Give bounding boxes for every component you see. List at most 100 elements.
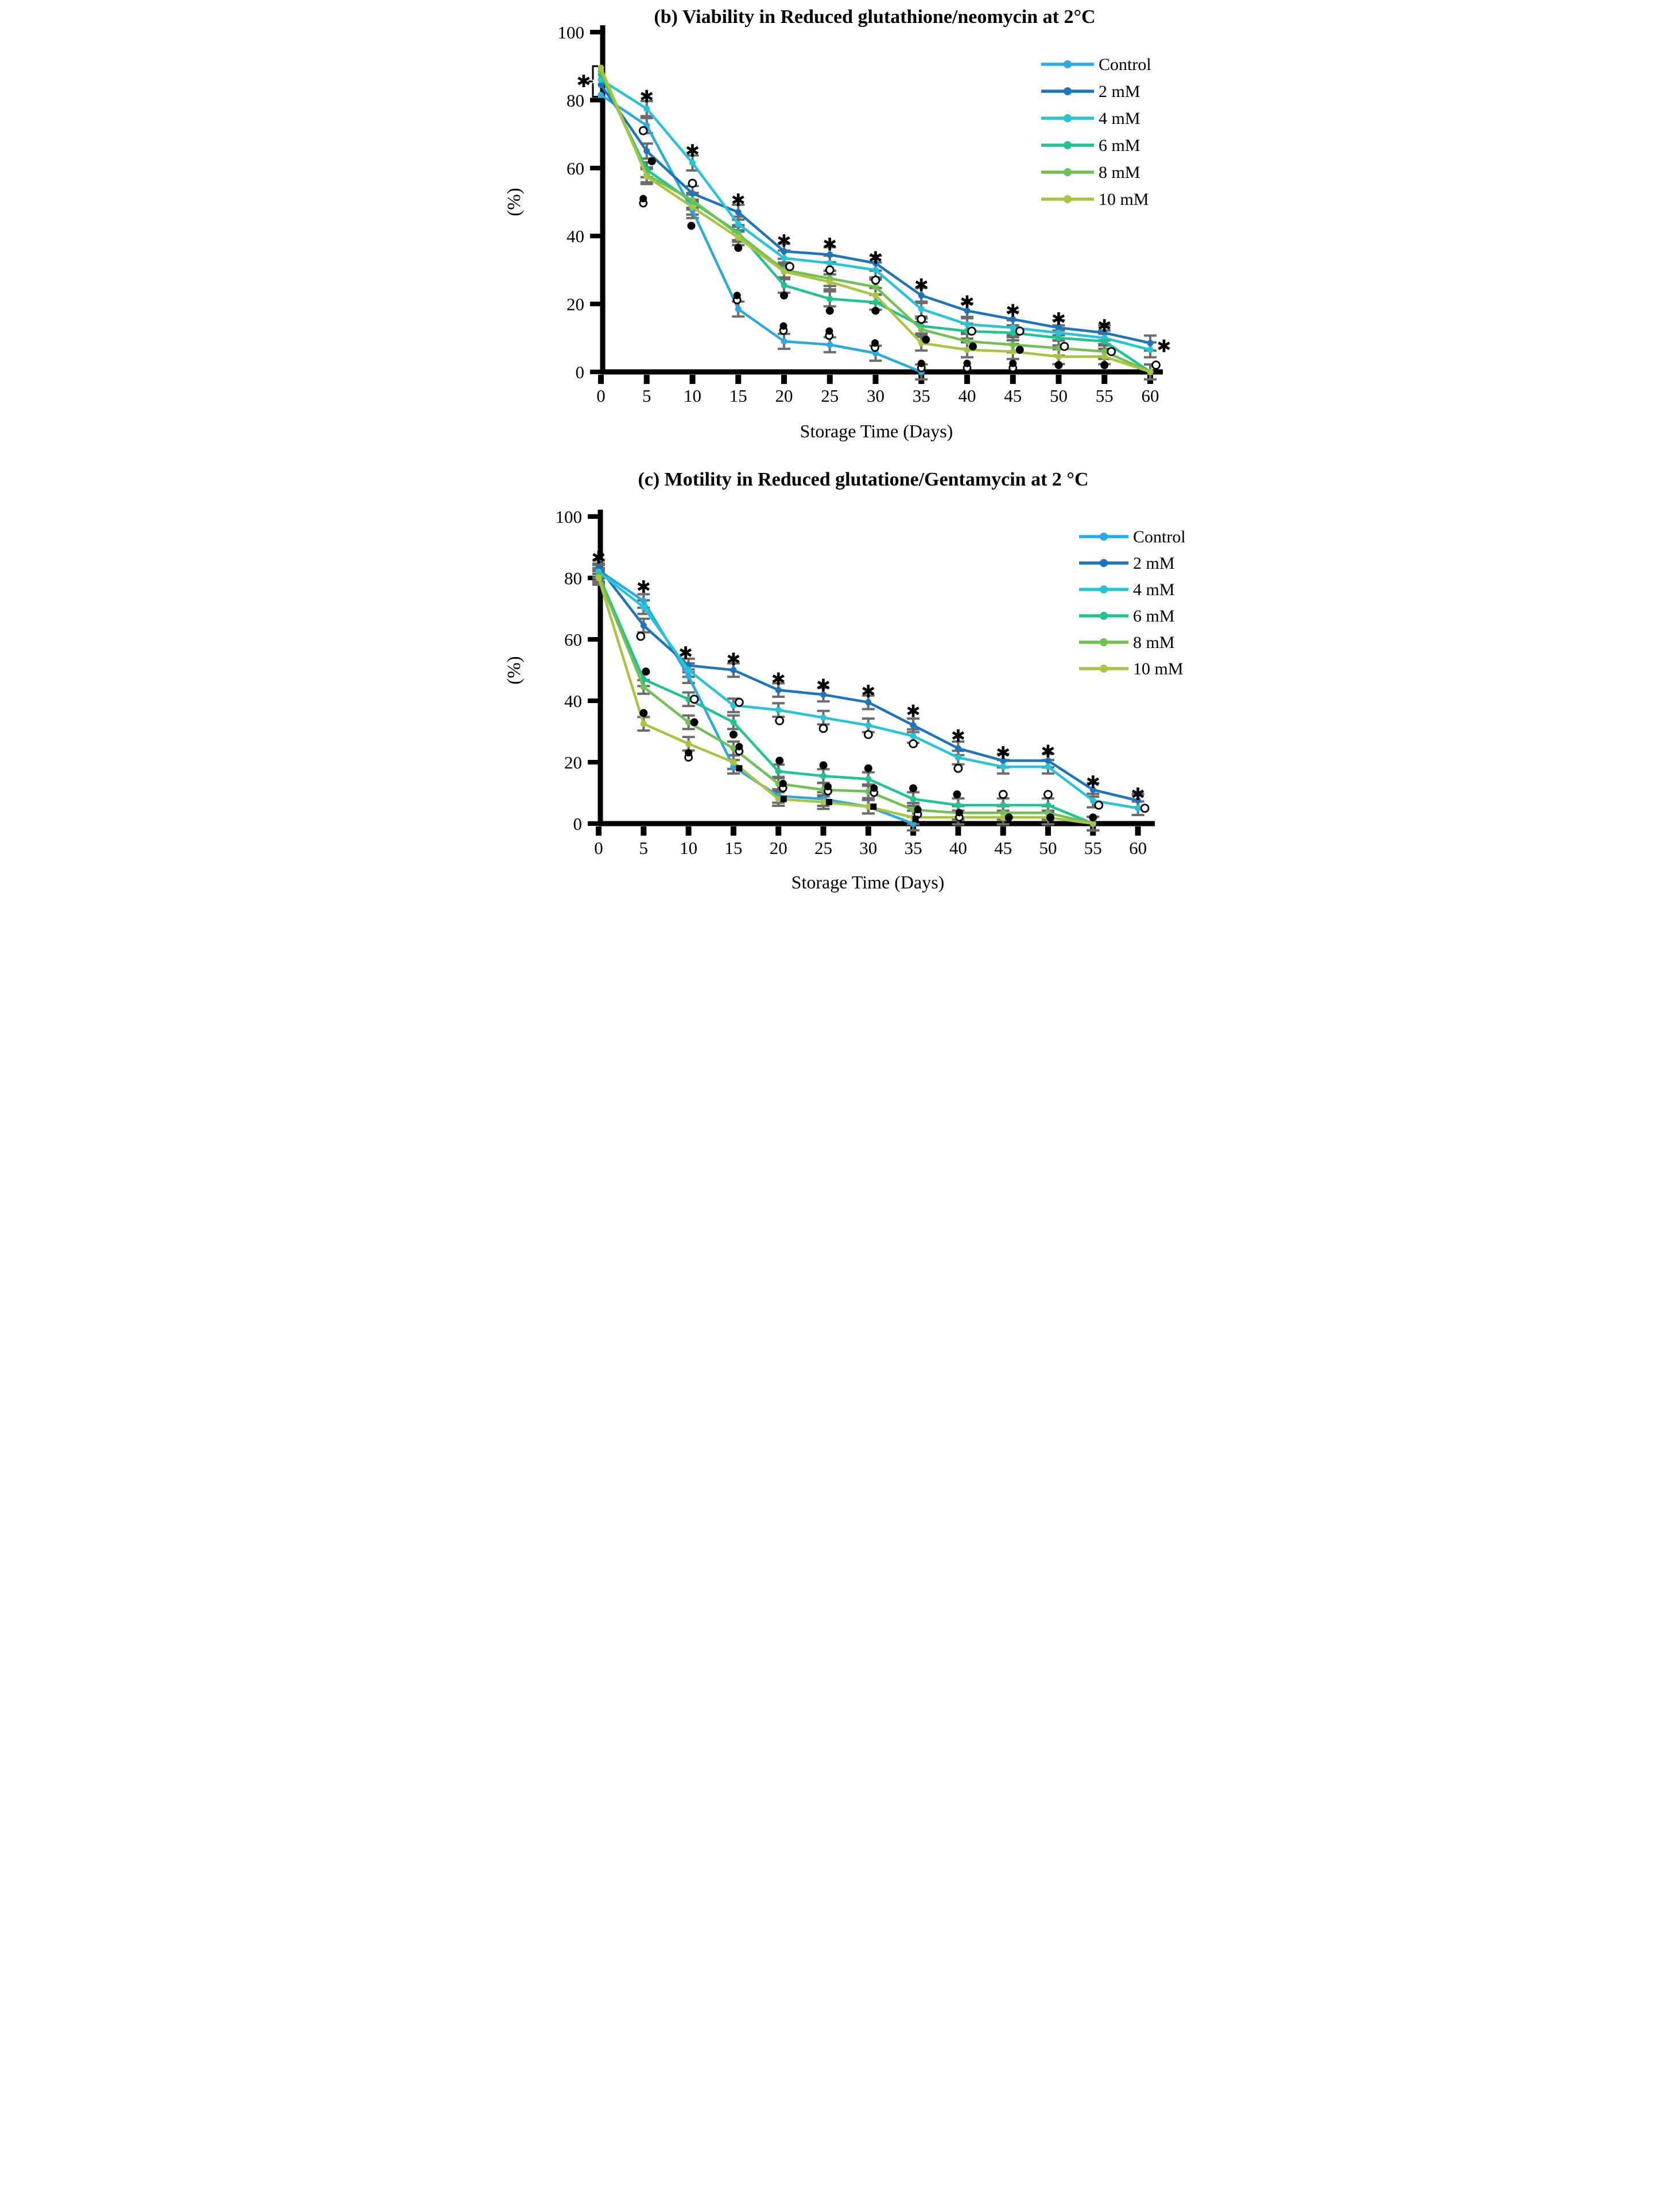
asterisk-marker: ✱ xyxy=(1051,310,1065,329)
significance-bracket xyxy=(588,65,598,98)
series-point-4-mm xyxy=(1055,329,1062,336)
y-tick xyxy=(587,821,600,826)
legend-item-control: Control xyxy=(1041,55,1151,74)
x-tick xyxy=(1101,375,1107,384)
y-tick-label: 0 xyxy=(573,814,582,834)
legend-dot-sample xyxy=(1063,60,1072,68)
series-line-8-mm xyxy=(597,575,1095,825)
chart-b-plot: 0 20 40 60 80 100 0 5 10 15 20 25 30 35 40 45 50 55 60 ✱ ✱ ✱ ✱… xyxy=(557,22,1171,406)
series-point-2-mm xyxy=(964,307,970,314)
legend-dot-sample xyxy=(1063,114,1072,122)
asterisk-marker: ✱ xyxy=(960,293,974,312)
x-tick xyxy=(964,375,970,384)
series-point-2-mm xyxy=(640,622,647,629)
open-circle-marker xyxy=(785,262,794,271)
filled-dot-marker xyxy=(921,335,930,344)
filled-dot-marker xyxy=(684,749,692,757)
legend-dot-sample xyxy=(1099,612,1108,620)
series-line-10-mm xyxy=(599,66,1151,374)
y-tick-label: 0 xyxy=(575,362,584,382)
asterisk-marker: ✱ xyxy=(685,142,699,161)
chart-c-xlabel: Storage Time (Days) xyxy=(791,872,944,892)
legend-item-4-mm: 4 mM xyxy=(1078,580,1175,599)
legend-item-8-mm: 8 mM xyxy=(1078,633,1174,652)
series-point-4-mm xyxy=(826,260,833,267)
filled-dot-marker xyxy=(647,157,656,165)
filled-square-marker xyxy=(870,804,876,810)
series-line-10-mm xyxy=(597,576,1095,825)
series-point-6-mm xyxy=(1055,335,1062,341)
series-point-control xyxy=(597,92,604,99)
y-tick-label: 80 xyxy=(564,568,582,588)
filled-dot-marker xyxy=(819,761,827,770)
legend-item-10-mm: 10 mM xyxy=(1041,190,1149,209)
x-tick xyxy=(735,375,741,384)
x-tick xyxy=(640,826,646,836)
series-point-2-mm xyxy=(775,686,782,693)
x-tick xyxy=(1010,375,1016,384)
series-point-8-mm xyxy=(689,197,696,204)
series-point-10-mm xyxy=(685,740,692,747)
series-point-10-mm xyxy=(964,347,970,354)
legend-item-control: Control xyxy=(1078,527,1185,546)
series-point-8-mm xyxy=(999,809,1006,816)
legend-dot-sample xyxy=(1099,638,1108,646)
legend-dot-sample xyxy=(1063,141,1072,149)
x-tick-label: 60 xyxy=(1129,838,1147,858)
legend-item-6-mm: 6 mM xyxy=(1078,607,1174,626)
asterisk-marker: ✱ xyxy=(591,549,606,568)
chart-c-ylabel: (%) xyxy=(504,656,525,684)
y-tick-label: 20 xyxy=(567,294,584,315)
series-point-10-mm xyxy=(643,173,650,180)
filled-dot-marker xyxy=(825,327,833,335)
filled-dot-marker xyxy=(871,306,879,315)
x-tick xyxy=(730,826,736,836)
series-point-2-mm xyxy=(735,209,742,216)
series-point-6-mm xyxy=(1101,338,1108,345)
series-point-4-mm xyxy=(820,714,827,721)
asterisk-marker: ✱ xyxy=(771,670,785,689)
y-tick xyxy=(587,637,600,642)
series-point-10-mm xyxy=(1101,353,1108,360)
x-tick-label: 45 xyxy=(1004,386,1022,406)
series-point-10-mm xyxy=(872,292,879,299)
x-tick xyxy=(689,375,695,384)
series-point-2-mm xyxy=(1055,324,1062,331)
series-point-4-mm xyxy=(918,305,925,312)
x-tick-label: 30 xyxy=(859,838,877,858)
series-point-8-mm xyxy=(730,745,736,752)
filled-dot-marker xyxy=(1046,813,1054,822)
legend-dot-sample xyxy=(1063,168,1072,176)
legend-item-10-mm: 10 mM xyxy=(1078,659,1183,678)
series-point-4-mm xyxy=(955,754,961,761)
open-circle-marker xyxy=(1106,347,1116,356)
x-tick xyxy=(827,375,833,384)
series-point-2-mm xyxy=(826,251,833,258)
series-point-2-mm xyxy=(689,190,696,197)
legend-label: 10 mM xyxy=(1099,190,1149,209)
legend-label: 2 mM xyxy=(1133,554,1175,573)
legend-item-6-mm: 6 mM xyxy=(1041,136,1140,155)
chart-b-ylabel: (%) xyxy=(504,188,525,216)
x-tick-label: 15 xyxy=(724,838,742,858)
legend-label: 4 mM xyxy=(1133,580,1175,599)
series-point-10-mm xyxy=(1147,368,1153,375)
x-tick-label: 60 xyxy=(1141,386,1159,406)
open-circle-marker xyxy=(863,729,873,739)
y-tick-label: 100 xyxy=(557,22,584,42)
asterisk-marker: ✱ xyxy=(816,676,830,695)
open-circle-marker xyxy=(871,275,880,285)
chart-b-title: (b) Viability in Reduced glutathione/neo… xyxy=(654,6,1095,28)
chart-c-canvas: (c) Motility in Reduced glutatione/Genta… xyxy=(504,469,1185,892)
series-point-4-mm xyxy=(1134,805,1141,812)
x-tick xyxy=(1000,826,1006,836)
asterisk-marker: ✱ xyxy=(1131,785,1145,804)
open-circle-marker xyxy=(1140,804,1149,813)
x-tick xyxy=(1045,826,1051,836)
series-point-2-mm xyxy=(1089,786,1096,793)
filled-dot-marker xyxy=(734,243,742,252)
chart-motility-gentamycin: (c) Motility in Reduced glutatione/Genta… xyxy=(496,459,1185,901)
series-point-control xyxy=(640,597,647,604)
x-tick-label: 50 xyxy=(1050,386,1068,406)
series-point-10-mm xyxy=(597,64,604,71)
